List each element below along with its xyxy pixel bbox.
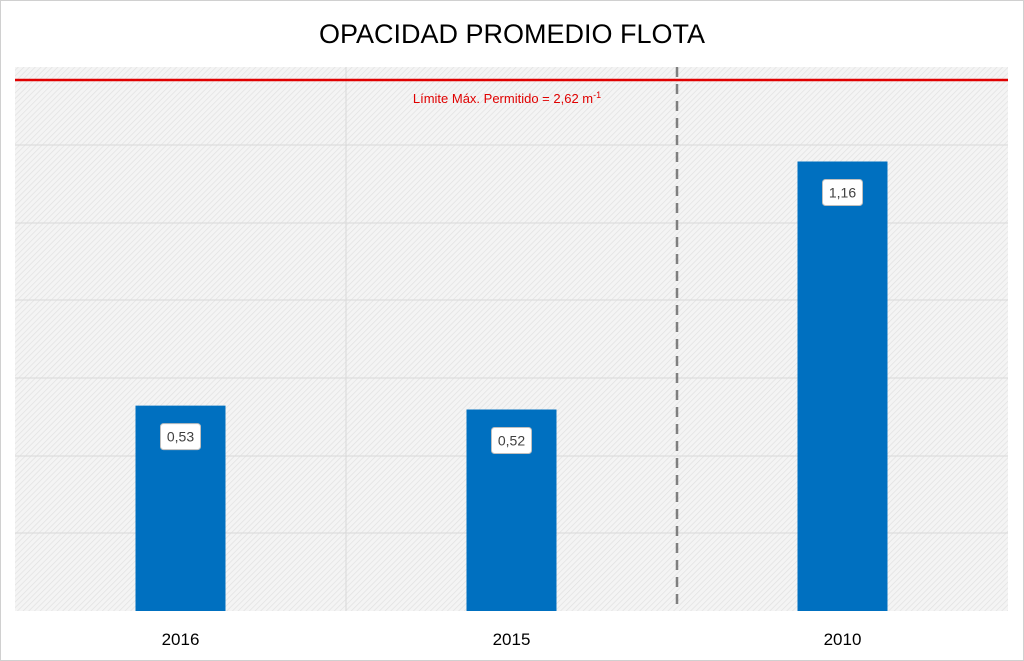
data-label-box xyxy=(160,423,201,451)
data-label-box xyxy=(491,427,532,454)
bar-2010 xyxy=(797,161,888,611)
x-tick-label: 2010 xyxy=(824,630,862,649)
data-label: 1,16 xyxy=(829,185,856,201)
limit-label-main: Límite Máx. Permitido = 2,62 m xyxy=(413,91,593,106)
x-tick-label: 2016 xyxy=(162,630,200,649)
x-axis-labels: 2016 2015 2010 xyxy=(162,630,862,649)
data-label: 0,53 xyxy=(167,429,194,445)
data-label: 0,52 xyxy=(498,433,525,449)
chart-title: OPACIDAD PROMEDIO FLOTA xyxy=(319,19,705,49)
x-tick-label: 2015 xyxy=(493,630,531,649)
bar-series: 0,53 0,52 1,16 xyxy=(135,161,888,611)
limit-label-exponent: -1 xyxy=(593,90,601,100)
limit-label: Límite Máx. Permitido = 2,62 m-1 xyxy=(413,90,601,106)
data-label-box xyxy=(822,179,863,206)
